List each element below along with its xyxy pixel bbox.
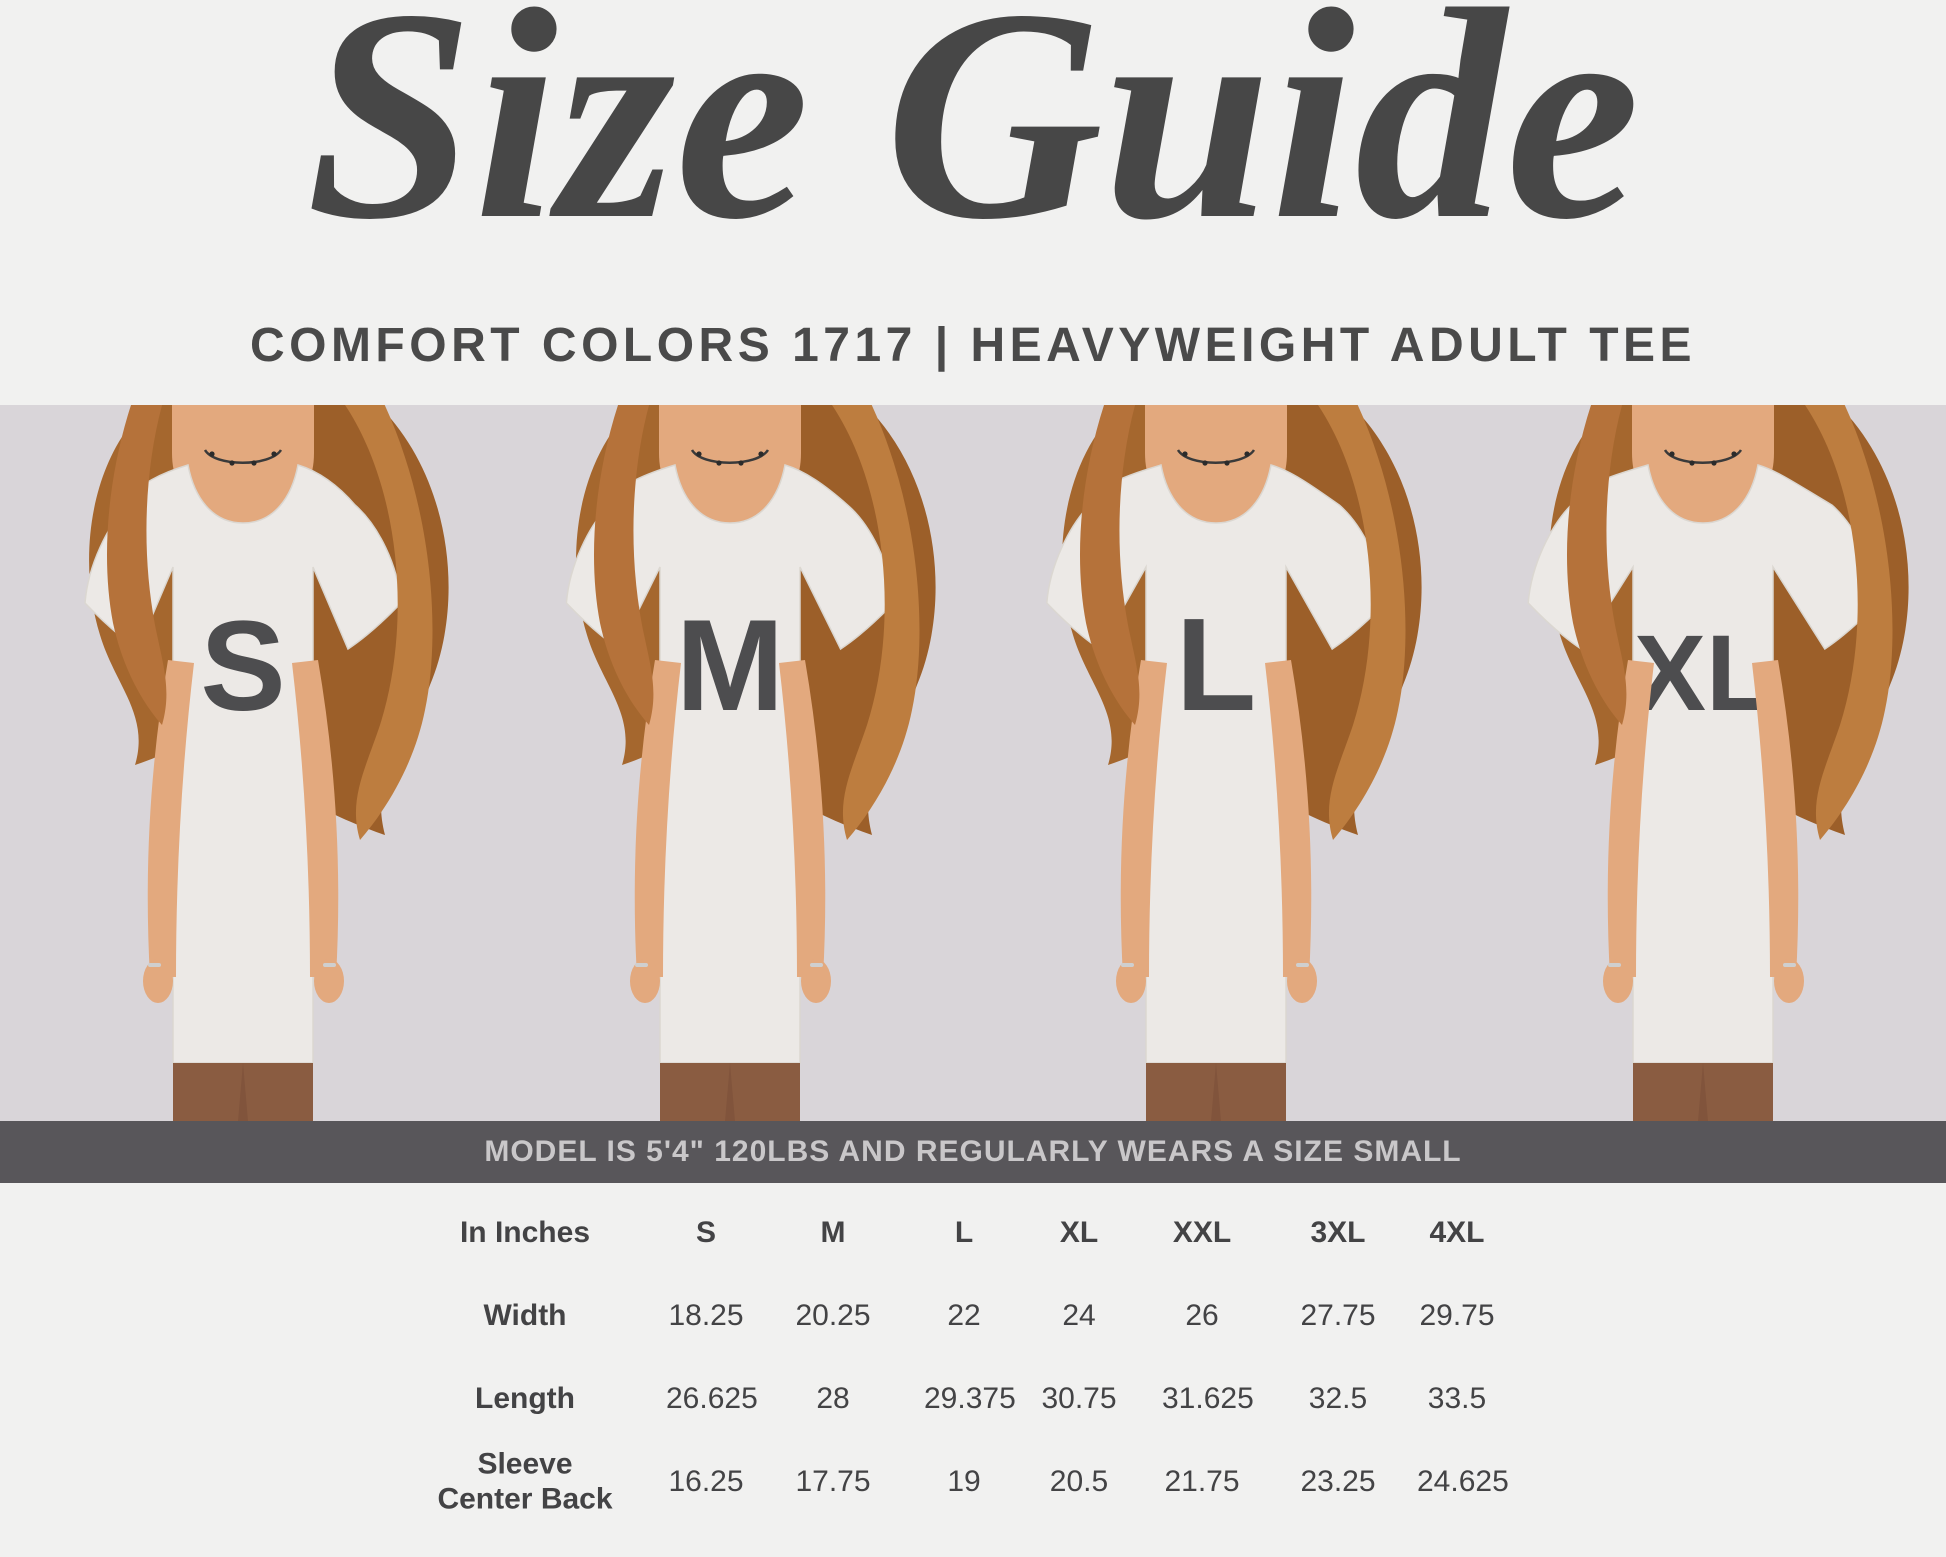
svg-text:M: M <box>675 592 783 738</box>
svg-text:XL: XL <box>1633 612 1771 733</box>
svg-text:S: S <box>200 595 285 738</box>
svg-text:L: L <box>1176 591 1257 738</box>
